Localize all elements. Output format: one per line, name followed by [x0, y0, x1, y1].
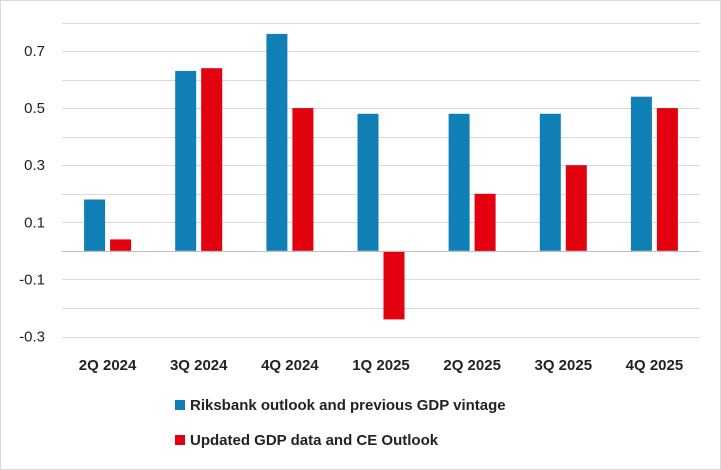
legend-label: Riksbank outlook and previous GDP vintag… — [190, 397, 506, 414]
legend-label: Updated GDP data and CE Outlook — [190, 432, 439, 449]
bar-riksbank-3q-2024 — [175, 71, 197, 251]
y-tick-label: -0.3 — [19, 329, 45, 346]
y-tick-label: 0.7 — [24, 43, 45, 60]
x-tick-label: 2Q 2024 — [79, 357, 137, 374]
x-tick-label: 3Q 2025 — [535, 357, 593, 374]
x-tick-label: 4Q 2024 — [261, 357, 319, 374]
y-tick-label: -0.1 — [19, 271, 45, 288]
bar-updated-3q-2025 — [565, 165, 587, 251]
bar-riksbank-2q-2025 — [448, 113, 470, 251]
bar-updated-4q-2025 — [656, 108, 678, 251]
bar-riksbank-2q-2024 — [84, 199, 106, 251]
gridlines — [62, 23, 700, 338]
legend-swatch — [175, 400, 185, 410]
bar-riksbank-3q-2025 — [539, 113, 561, 251]
bar-updated-1q-2025 — [383, 250, 405, 320]
bar-updated-2q-2024 — [110, 239, 132, 251]
x-tick-labels: 2Q 2024 3Q 2024 4Q 2024 1Q 2025 2Q 2025 3Q 20… — [79, 357, 683, 374]
legend: Riksbank outlook and previous GDP vintag… — [175, 397, 506, 449]
bar-riksbank-4q-2024 — [266, 33, 288, 251]
x-tick-label: 4Q 2025 — [626, 357, 684, 374]
legend-swatch — [175, 435, 185, 445]
y-tick-labels: -0.3 -0.1 0.1 0.3 0.5 0.7 — [19, 43, 45, 345]
bars — [84, 33, 678, 320]
bar-updated-3q-2024 — [201, 68, 223, 251]
bar-updated-4q-2024 — [292, 108, 314, 251]
x-tick-label: 2Q 2025 — [443, 357, 501, 374]
y-tick-label: 0.5 — [24, 100, 45, 117]
x-tick-label: 3Q 2024 — [170, 357, 228, 374]
bar-riksbank-1q-2025 — [357, 113, 379, 251]
x-tick-label: 1Q 2025 — [352, 357, 410, 374]
bar-updated-2q-2025 — [474, 193, 496, 251]
bar-riksbank-4q-2025 — [630, 96, 652, 251]
y-tick-label: 0.1 — [24, 214, 45, 231]
y-tick-label: 0.3 — [24, 157, 45, 174]
